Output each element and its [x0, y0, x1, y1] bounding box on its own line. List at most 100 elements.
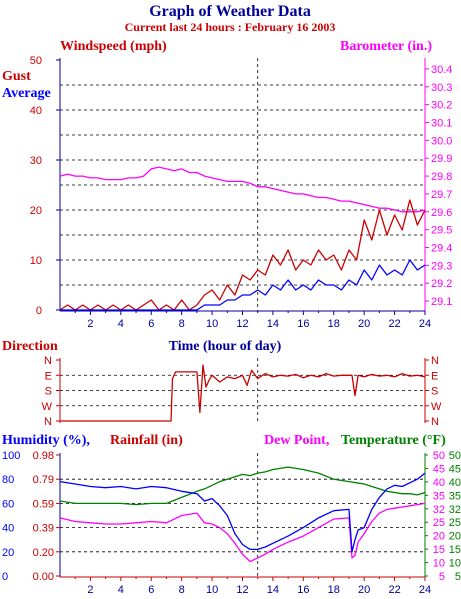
- direction-y2-tick-label: E: [431, 370, 438, 382]
- wind-y-tick-label: 40: [30, 105, 42, 117]
- humidity-line: [59, 472, 426, 553]
- wind-y-tick-label: 50: [30, 55, 42, 67]
- x-tick-label: 2: [87, 584, 93, 596]
- x-tick-label: 22: [388, 318, 400, 330]
- humidity-series: [59, 466, 426, 563]
- dewpoint-tick-label: 5: [439, 571, 445, 583]
- x-axis-label: Time (hour of day): [169, 339, 282, 354]
- dewpoint-tick-label: 32: [433, 504, 445, 516]
- barometer-label: Barometer (in.): [340, 39, 432, 54]
- x-tick-label: 10: [206, 318, 218, 330]
- wind-y-ticks: 0 10 20 30 40 50: [30, 55, 60, 317]
- barometer-y-tick-label: 29.2: [431, 278, 452, 290]
- gust-line: [59, 199, 426, 311]
- temperature-tick-label: 35: [449, 490, 461, 502]
- chart-subtitle: Current last 24 hours : February 16 2003: [125, 20, 336, 34]
- temperature-tick-label: 15: [449, 544, 461, 556]
- average-label: Average: [2, 86, 51, 101]
- barometer-y-tick-label: 30.3: [431, 82, 452, 94]
- temperature-tick-label: 50: [449, 450, 461, 462]
- x-tick-label: 18: [328, 318, 340, 330]
- barometer-y-tick-label: 29.9: [431, 153, 452, 165]
- dewpoint-tick-label: 45: [433, 463, 445, 475]
- gust-label: Gust: [2, 69, 31, 84]
- barometer-y-tick-label: 29.8: [431, 171, 452, 183]
- humidity-tick-label: 40: [2, 523, 14, 535]
- rainfall-tick-label: 0.98: [33, 450, 54, 462]
- temperature-tick-label: 25: [449, 517, 461, 529]
- humidity-tick-label: 0: [2, 571, 8, 583]
- wind-y-tick-label: 10: [30, 255, 42, 267]
- direction-y2-tick-label: S: [431, 386, 438, 398]
- dewpoint-tick-label: 20: [433, 531, 445, 543]
- direction-y-tick-label: S: [45, 386, 52, 398]
- x-tick-label: 16: [297, 584, 309, 596]
- rainfall-tick-label: 0.39: [33, 523, 54, 535]
- humidity-x-ticks: 2 4 6 8 10 12 14 16 18 20 22 24: [74, 577, 431, 596]
- direction-y-tick-label: N: [44, 416, 52, 428]
- temperature-label: Temperature (°F): [341, 433, 446, 448]
- direction-series: [60, 364, 426, 422]
- dewpoint-line: [59, 502, 426, 563]
- x-tick-label: 4: [118, 318, 124, 330]
- barometer-y-ticks: 29.1 29.2 29.3 29.4 29.5 29.6 29.7 29.8 29.9 30.0…: [425, 64, 452, 308]
- x-tick-label: 14: [267, 584, 279, 596]
- barometer-y-tick-label: 29.5: [431, 225, 452, 237]
- x-tick-label: 14: [267, 318, 279, 330]
- barometer-y-tick-label: 29.7: [431, 189, 452, 201]
- direction-line: [60, 364, 426, 422]
- wind-y-tick-label: 30: [30, 155, 42, 167]
- dewpoint-tick-label: 10: [433, 558, 445, 570]
- dewpoint-label: Dew Point,: [264, 433, 329, 448]
- temperature-tick-label: 45: [449, 463, 461, 475]
- barometer-y-tick-label: 29.6: [431, 207, 452, 219]
- x-tick-label: 8: [179, 584, 185, 596]
- x-tick-label: 12: [236, 584, 248, 596]
- dewpoint-tick-label: 15: [433, 544, 445, 556]
- wind-x-ticks: 2 4 6 8 10 12 14 16 18 20 22 24: [74, 311, 431, 330]
- barometer-y-tick-label: 30.1: [431, 118, 452, 130]
- x-tick-label: 20: [358, 318, 370, 330]
- rainfall-tick-label: 0.59: [33, 498, 54, 510]
- barometer-y-tick-label: 30.4: [431, 64, 452, 76]
- direction-y-ticks: N NE ES SW WN N: [42, 355, 442, 428]
- dewpoint-tick-label: 35: [433, 490, 445, 502]
- x-tick-label: 8: [179, 318, 185, 330]
- barometer-line: [59, 166, 426, 213]
- rainfall-tick-label: 0.20: [33, 547, 54, 559]
- dewpoint-tick-label: 40: [433, 477, 445, 489]
- direction-y-tick-label: E: [45, 370, 52, 382]
- humidity-tick-label: 80: [2, 474, 14, 486]
- x-tick-label: 20: [358, 584, 370, 596]
- rainfall-label: Rainfall (in): [110, 433, 183, 448]
- windspeed-label: Windspeed (mph): [60, 39, 167, 54]
- x-tick-label: 12: [236, 318, 248, 330]
- direction-y-tick-label: W: [42, 401, 53, 413]
- direction-y2-tick-label: W: [431, 401, 442, 413]
- x-tick-label: 2: [87, 318, 93, 330]
- humidity-y-ticks: 0204060801000.000.200.390.590.790.985101…: [2, 450, 461, 583]
- temperature-tick-label: 32: [449, 504, 461, 516]
- temperature-tick-label: 10: [449, 558, 461, 570]
- direction-y2-tick-label: N: [431, 355, 439, 367]
- direction-label: Direction: [2, 339, 58, 354]
- humidity-tick-label: 60: [2, 498, 14, 510]
- direction-panel-grid: [60, 358, 425, 423]
- temperature-tick-label: 40: [449, 477, 461, 489]
- x-tick-label: 10: [206, 584, 218, 596]
- dewpoint-tick-label: 25: [433, 517, 445, 529]
- x-tick-label: 4: [118, 584, 124, 596]
- x-tick-label: 18: [328, 584, 340, 596]
- barometer-y-tick-label: 29.4: [431, 243, 452, 255]
- humidity-tick-label: 20: [2, 547, 14, 559]
- wind-y-tick-label: 20: [30, 205, 42, 217]
- temperature-line: [59, 466, 426, 506]
- humidity-label: Humidity (%),: [2, 433, 90, 448]
- chart-title: Graph of Weather Data: [149, 3, 311, 20]
- x-tick-label: 6: [148, 318, 154, 330]
- temperature-tick-label: 5: [455, 571, 461, 583]
- barometer-y-tick-label: 30.0: [431, 135, 452, 147]
- x-tick-label: 6: [148, 584, 154, 596]
- direction-y2-tick-label: N: [431, 416, 439, 428]
- barometer-y-tick-label: 29.1: [431, 296, 452, 308]
